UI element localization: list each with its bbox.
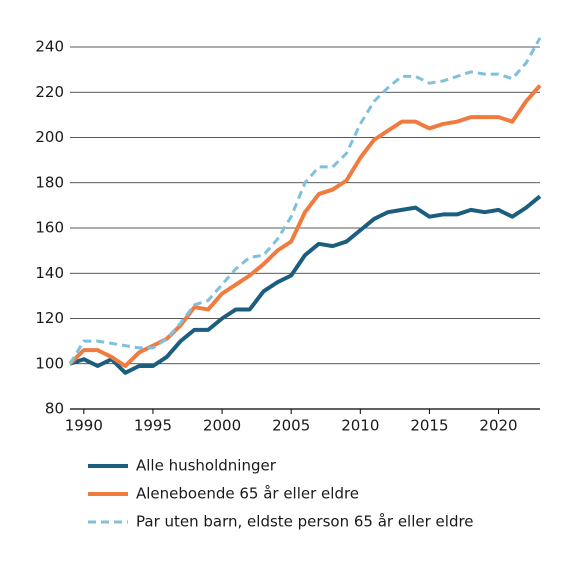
legend-label: Alle husholdninger <box>136 457 277 475</box>
legend-label: Par uten barn, eldste person 65 år eller… <box>136 513 474 531</box>
legend-label: Aleneboende 65 år eller eldre <box>136 485 359 503</box>
y-tick-label: 120 <box>35 309 64 327</box>
y-tick-label: 180 <box>35 173 64 191</box>
line <box>68 84 542 369</box>
y-tick-label: 140 <box>35 264 64 282</box>
y-tick-label: 200 <box>35 128 64 146</box>
y-tick-label: 240 <box>35 38 64 56</box>
y-tick-label: 80 <box>45 400 64 418</box>
x-tick-label: 1990 <box>65 417 103 435</box>
line <box>68 37 542 365</box>
x-tick-label: 2015 <box>410 417 448 435</box>
line <box>69 194 542 375</box>
y-tick-label: 160 <box>35 219 64 237</box>
y-tick-label: 100 <box>35 354 64 372</box>
y-tick-label: 220 <box>35 83 64 101</box>
x-tick-label: 1995 <box>134 417 172 435</box>
x-tick-label: 2000 <box>203 417 241 435</box>
x-tick-label: 2020 <box>479 417 517 435</box>
x-tick-label: 2005 <box>272 417 310 435</box>
x-tick-label: 2010 <box>341 417 379 435</box>
